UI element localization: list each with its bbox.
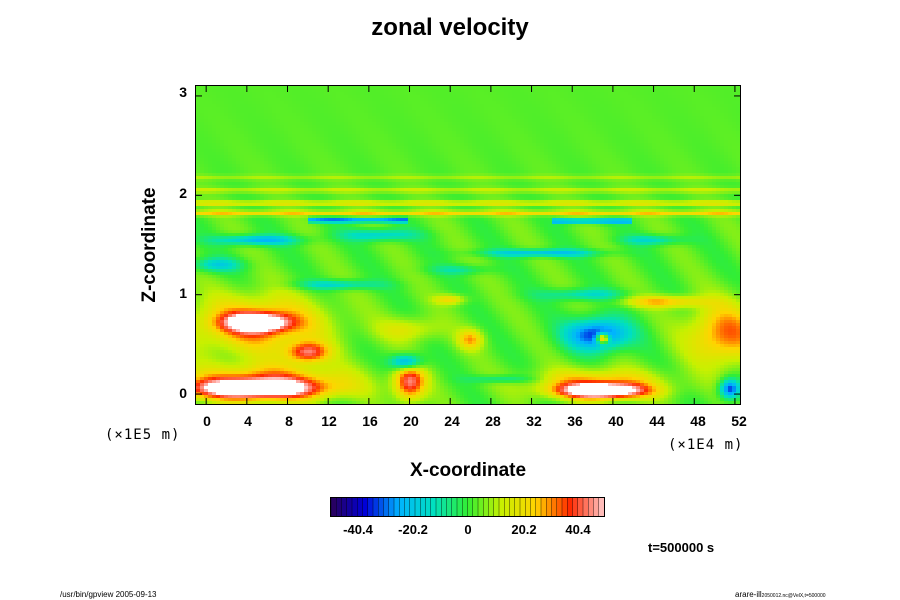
plot-area: [195, 85, 741, 405]
heatmap-canvas: [196, 86, 740, 404]
chart-title: zonal velocity: [0, 14, 900, 42]
